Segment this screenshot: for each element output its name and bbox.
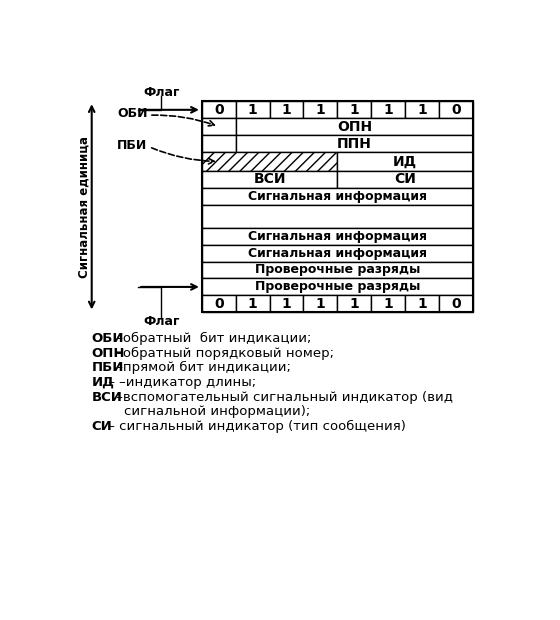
- Text: СИ: СИ: [394, 172, 416, 186]
- Text: Сигнальная информация: Сигнальная информация: [248, 190, 427, 203]
- Bar: [337, 101, 371, 118]
- Bar: [304, 101, 337, 118]
- Text: Сигнальная информация: Сигнальная информация: [248, 247, 427, 260]
- Text: сигнальной информации);: сигнальной информации);: [124, 405, 310, 418]
- Text: ППН: ППН: [337, 136, 372, 151]
- Text: 1: 1: [417, 103, 427, 117]
- Text: 1: 1: [384, 103, 393, 117]
- Text: 1: 1: [384, 297, 393, 311]
- Bar: [202, 244, 473, 262]
- Bar: [202, 152, 337, 171]
- Text: ОПН: ОПН: [337, 120, 372, 134]
- Bar: [202, 205, 473, 228]
- Text: Сигнальная единица: Сигнальная единица: [77, 136, 91, 278]
- Bar: [337, 170, 473, 188]
- Bar: [202, 262, 473, 278]
- Bar: [439, 101, 473, 118]
- Text: –прямой бит индикации;: –прямой бит индикации;: [112, 361, 291, 374]
- Text: 1: 1: [315, 297, 325, 311]
- Text: ВСИ: ВСИ: [92, 391, 123, 404]
- Bar: [202, 135, 236, 152]
- Bar: [202, 170, 337, 188]
- Bar: [337, 295, 371, 312]
- Text: 1: 1: [248, 103, 258, 117]
- Bar: [371, 101, 405, 118]
- Text: Флаг: Флаг: [143, 86, 180, 99]
- Text: 0: 0: [451, 103, 461, 117]
- Bar: [236, 101, 269, 118]
- Bar: [236, 118, 473, 135]
- Text: ПБИ: ПБИ: [92, 361, 124, 374]
- Text: 0: 0: [214, 297, 223, 311]
- Text: СИ: СИ: [92, 420, 113, 433]
- Text: 1: 1: [282, 297, 291, 311]
- Text: –вспомогательный сигнальный индикатор (вид: –вспомогательный сигнальный индикатор (в…: [112, 391, 453, 404]
- Text: ОБИ: ОБИ: [92, 332, 124, 345]
- Text: 1: 1: [349, 297, 359, 311]
- Text: ОПН: ОПН: [92, 347, 125, 360]
- Text: ОБИ: ОБИ: [117, 107, 147, 120]
- Text: Проверочные разряды: Проверочные разряды: [255, 264, 420, 277]
- Text: ИД: ИД: [393, 154, 417, 169]
- Bar: [202, 228, 473, 244]
- Text: –обратный порядковый номер;: –обратный порядковый номер;: [112, 347, 334, 360]
- Bar: [202, 188, 473, 205]
- Bar: [439, 295, 473, 312]
- Text: ИД: ИД: [92, 376, 115, 389]
- Text: ВСИ: ВСИ: [253, 172, 286, 186]
- Bar: [304, 295, 337, 312]
- Bar: [202, 101, 473, 312]
- Bar: [371, 295, 405, 312]
- Bar: [269, 101, 304, 118]
- Bar: [202, 278, 473, 295]
- Text: 1: 1: [248, 297, 258, 311]
- Bar: [202, 101, 236, 118]
- Text: 0: 0: [214, 103, 223, 117]
- Text: 0: 0: [451, 297, 461, 311]
- Bar: [236, 295, 269, 312]
- Text: – сигнальный индикатор (тип сообщения): – сигнальный индикатор (тип сообщения): [104, 420, 406, 433]
- Bar: [236, 135, 473, 152]
- Bar: [405, 295, 439, 312]
- Text: 1: 1: [349, 103, 359, 117]
- Text: 1: 1: [315, 103, 325, 117]
- Bar: [269, 295, 304, 312]
- Bar: [405, 101, 439, 118]
- Bar: [202, 118, 236, 135]
- Bar: [337, 152, 473, 171]
- Text: –обратный  бит индикации;: –обратный бит индикации;: [112, 332, 311, 345]
- Text: ПБИ: ПБИ: [117, 139, 147, 152]
- Text: Сигнальная информация: Сигнальная информация: [248, 229, 427, 242]
- Text: Флаг: Флаг: [143, 315, 180, 328]
- Text: 1: 1: [417, 297, 427, 311]
- Text: – –индикатор длины;: – –индикатор длины;: [104, 376, 256, 389]
- Bar: [202, 295, 236, 312]
- Text: Проверочные разряды: Проверочные разряды: [255, 280, 420, 293]
- Text: 1: 1: [282, 103, 291, 117]
